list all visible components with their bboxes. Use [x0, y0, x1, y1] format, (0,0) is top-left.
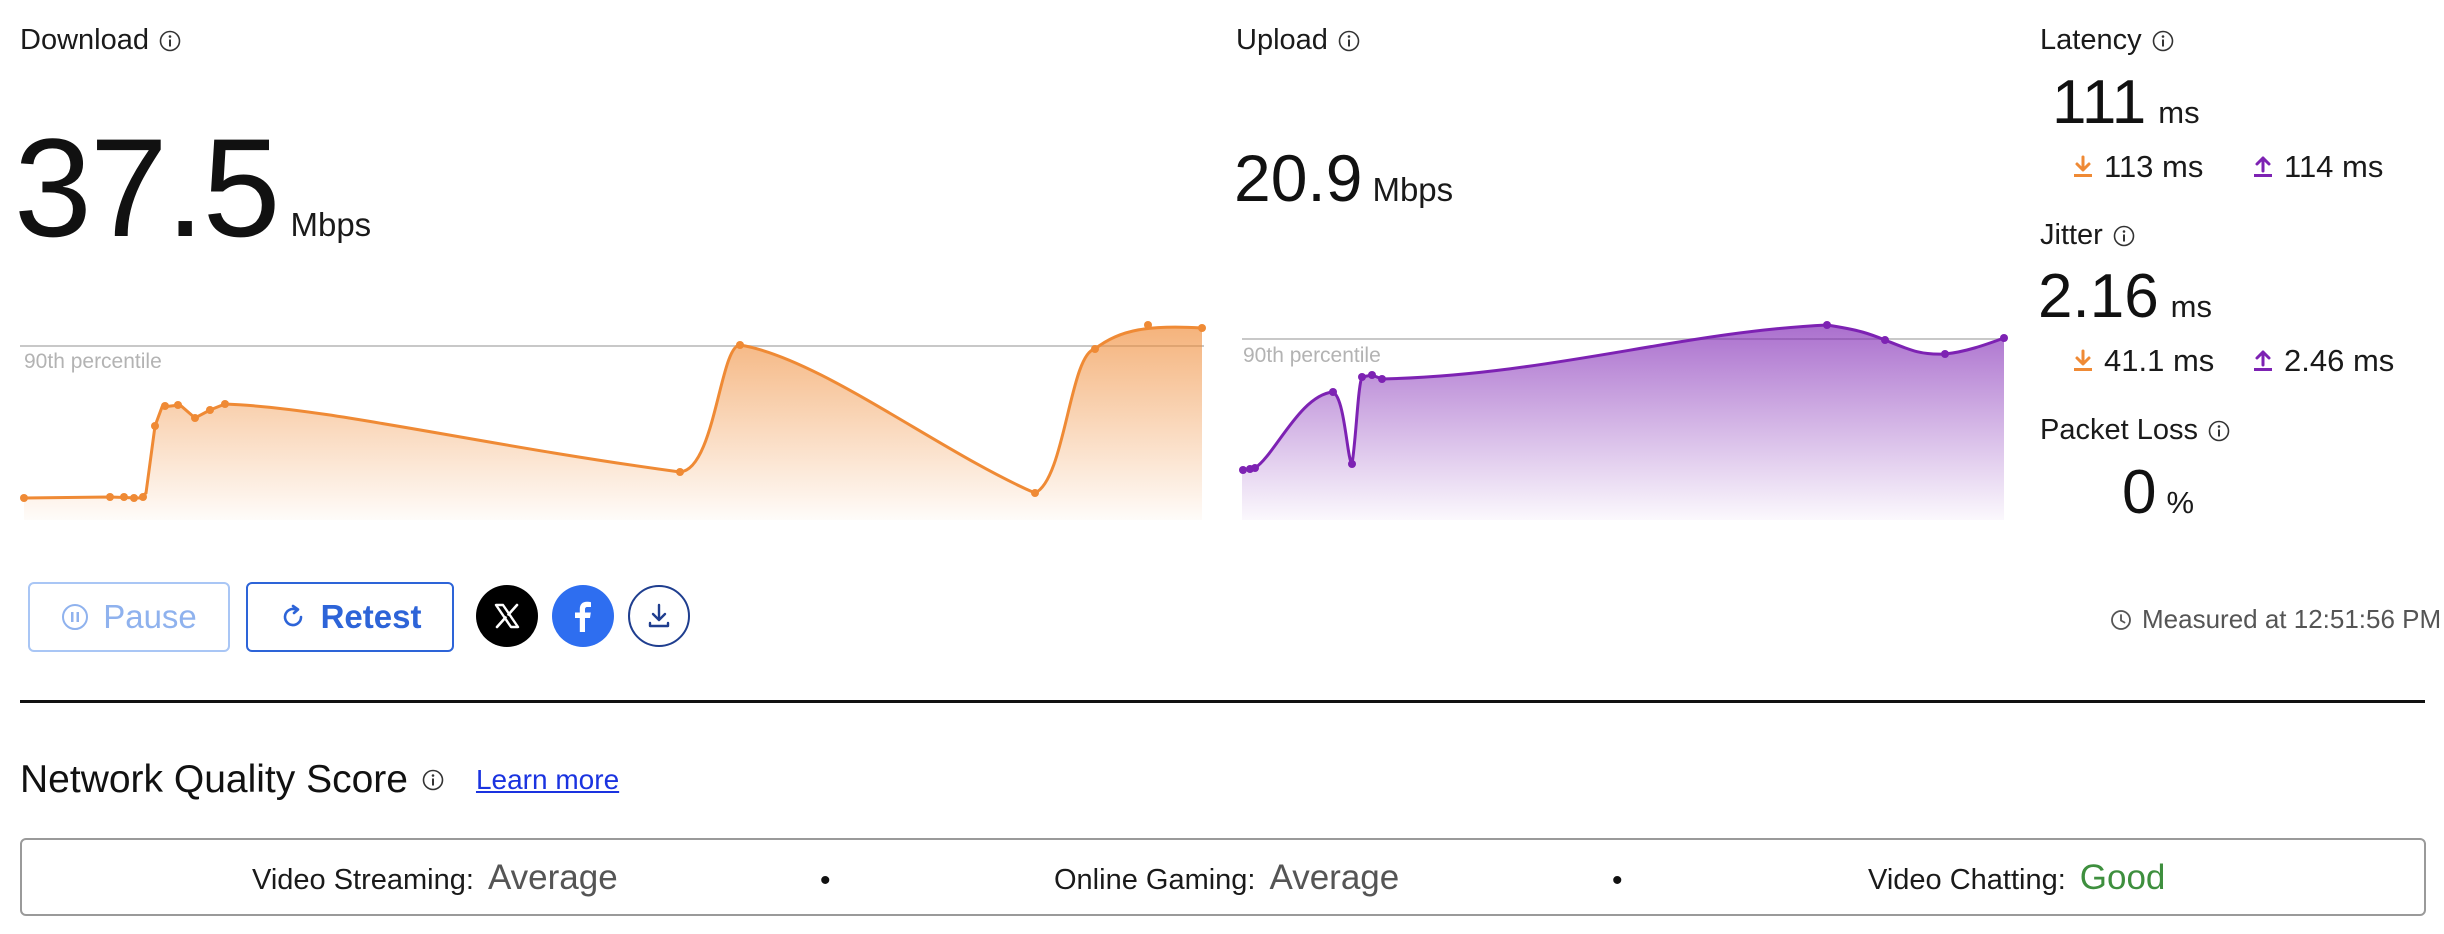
- latency-value: 111: [2052, 68, 2147, 137]
- score-label: Video Chatting:: [1868, 864, 2066, 896]
- score-label: Online Gaming:: [1054, 864, 1256, 896]
- upload-points: [1239, 321, 2008, 474]
- latency-up-value: 114 ms: [2284, 149, 2384, 184]
- facebook-icon: [575, 601, 591, 632]
- download-label-group: Download: [20, 24, 181, 57]
- score-value: Average: [1269, 858, 1400, 897]
- download-unit: Mbps: [290, 206, 372, 243]
- jitter-label-group: Jitter: [2040, 219, 2135, 252]
- packet-loss-value: 0: [2122, 458, 2157, 527]
- download-points: [20, 321, 1206, 502]
- retest-label: Retest: [320, 598, 422, 635]
- measured-time: Measured at 12:51:56 PM: [2110, 604, 2441, 635]
- pause-icon: [62, 604, 89, 630]
- download-icon: [648, 603, 670, 628]
- jitter-up-group: 2.46 ms: [2252, 343, 2394, 379]
- learn-more-link[interactable]: Learn more: [475, 764, 620, 795]
- score-value: Good: [2079, 858, 2166, 897]
- upload-value-group: 20.9 Mbps: [1234, 145, 1453, 211]
- upload-arrow-icon: [2254, 156, 2272, 177]
- pause-label: Pause: [103, 598, 197, 635]
- packet-loss-unit: %: [2166, 485, 2195, 520]
- refresh-icon: [283, 604, 302, 627]
- info-icon[interactable]: [2152, 30, 2174, 52]
- latency-label-group: Latency: [2040, 24, 2174, 57]
- packet-loss-label-group: Packet Loss: [2040, 414, 2230, 447]
- jitter-down-group: 41.1 ms: [2072, 343, 2214, 379]
- latency-down-group: 113 ms: [2072, 149, 2203, 185]
- pause-button[interactable]: Pause: [28, 582, 230, 652]
- latency-up-group: 114 ms: [2252, 149, 2383, 185]
- jitter-value-group: 2.16 ms: [2038, 266, 2212, 328]
- jitter-unit: ms: [2170, 289, 2212, 324]
- score-video-chatting: Video Chatting: Good: [1868, 858, 2165, 898]
- score-value: Average: [487, 858, 618, 897]
- latency-value-group: 111 ms: [2052, 72, 2200, 134]
- upload-graph: 90th percentile: [1239, 321, 2008, 520]
- download-percentile-label: 90th percentile: [24, 350, 162, 373]
- share-facebook-button[interactable]: [552, 585, 614, 647]
- download-area: [24, 327, 1202, 520]
- separator-dot: •: [1612, 864, 1623, 897]
- network-quality-title: Network Quality Score: [20, 758, 408, 801]
- download-value: 37.5: [14, 109, 280, 266]
- jitter-value: 2.16: [2038, 262, 2159, 331]
- upload-arrow-icon: [2254, 350, 2272, 371]
- info-icon[interactable]: [1338, 30, 1360, 52]
- latency-unit: ms: [2158, 95, 2200, 130]
- save-result-button[interactable]: [628, 585, 690, 647]
- packet-loss-label: Packet Loss: [2040, 414, 2198, 446]
- download-value-group: 37.5 Mbps: [14, 118, 371, 258]
- download-arrow-icon: [2074, 155, 2092, 177]
- upload-value: 20.9: [1234, 141, 1363, 215]
- retest-button[interactable]: Retest: [246, 582, 454, 652]
- upload-label-group: Upload: [1236, 24, 1360, 57]
- info-icon[interactable]: [2208, 420, 2230, 442]
- latency-down-value: 113 ms: [2104, 149, 2204, 184]
- section-divider: [20, 700, 2425, 703]
- info-icon[interactable]: [422, 769, 444, 791]
- measured-text: Measured at 12:51:56 PM: [2142, 604, 2442, 634]
- upload-label: Upload: [1236, 24, 1328, 56]
- share-x-button[interactable]: [476, 585, 538, 647]
- packet-loss-value-group: 0 %: [2122, 462, 2194, 524]
- clock-icon: [2111, 609, 2131, 630]
- info-icon[interactable]: [159, 30, 181, 52]
- upload-percentile-label: 90th percentile: [1243, 344, 1381, 367]
- separator-dot: •: [820, 864, 831, 897]
- download-label: Download: [20, 24, 149, 56]
- jitter-label: Jitter: [2040, 219, 2103, 251]
- score-label: Video Streaming:: [252, 864, 474, 896]
- upload-area: [1242, 325, 2004, 520]
- download-graph: 90th percentile: [20, 321, 1206, 520]
- info-icon[interactable]: [2113, 225, 2135, 247]
- network-quality-header: Network Quality Score Learn more: [20, 758, 619, 802]
- jitter-up-value: 2.46 ms: [2284, 343, 2395, 378]
- upload-unit: Mbps: [1372, 171, 1454, 208]
- download-arrow-icon: [2074, 349, 2092, 371]
- latency-label: Latency: [2040, 24, 2142, 56]
- score-online-gaming: Online Gaming: Average: [1054, 858, 1399, 898]
- jitter-down-value: 41.1 ms: [2104, 343, 2215, 378]
- network-quality-box: Video Streaming: Average • Online Gaming…: [20, 838, 2426, 916]
- x-logo-icon: [494, 603, 520, 629]
- score-video-streaming: Video Streaming: Average: [252, 858, 618, 898]
